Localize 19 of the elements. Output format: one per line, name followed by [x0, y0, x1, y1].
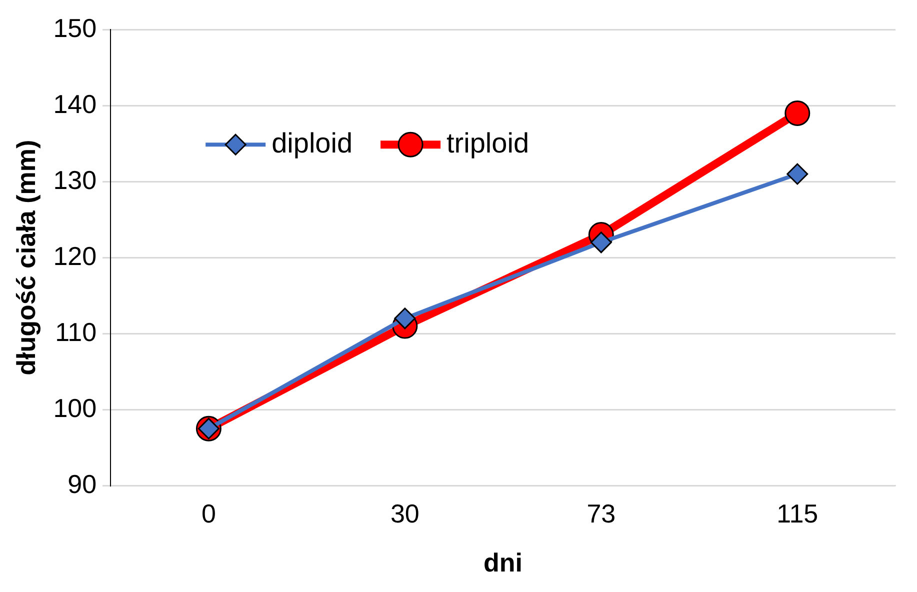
y-tick-label: 150 [53, 12, 97, 43]
y-tick-label: 90 [68, 468, 97, 499]
legend-label: triploid [446, 127, 530, 158]
x-tick-label: 0 [201, 498, 216, 528]
y-tick-label: 120 [53, 240, 97, 271]
y-tick-label: 130 [53, 164, 97, 195]
y-tick-label: 110 [55, 316, 97, 347]
x-axis-title: dni [484, 548, 523, 578]
y-axis-title: długość ciała (mm) [10, 140, 41, 376]
x-tick-label: 30 [390, 498, 420, 528]
legend-label: diploid [272, 127, 353, 158]
point [590, 232, 612, 254]
y-tick-label: 140 [53, 88, 97, 119]
y-tick-label: 100 [53, 392, 97, 423]
x-tick-label: 73 [586, 498, 616, 528]
point [786, 163, 808, 185]
x-tick-label: 115 [776, 498, 818, 528]
point [784, 100, 810, 126]
point [394, 308, 416, 330]
